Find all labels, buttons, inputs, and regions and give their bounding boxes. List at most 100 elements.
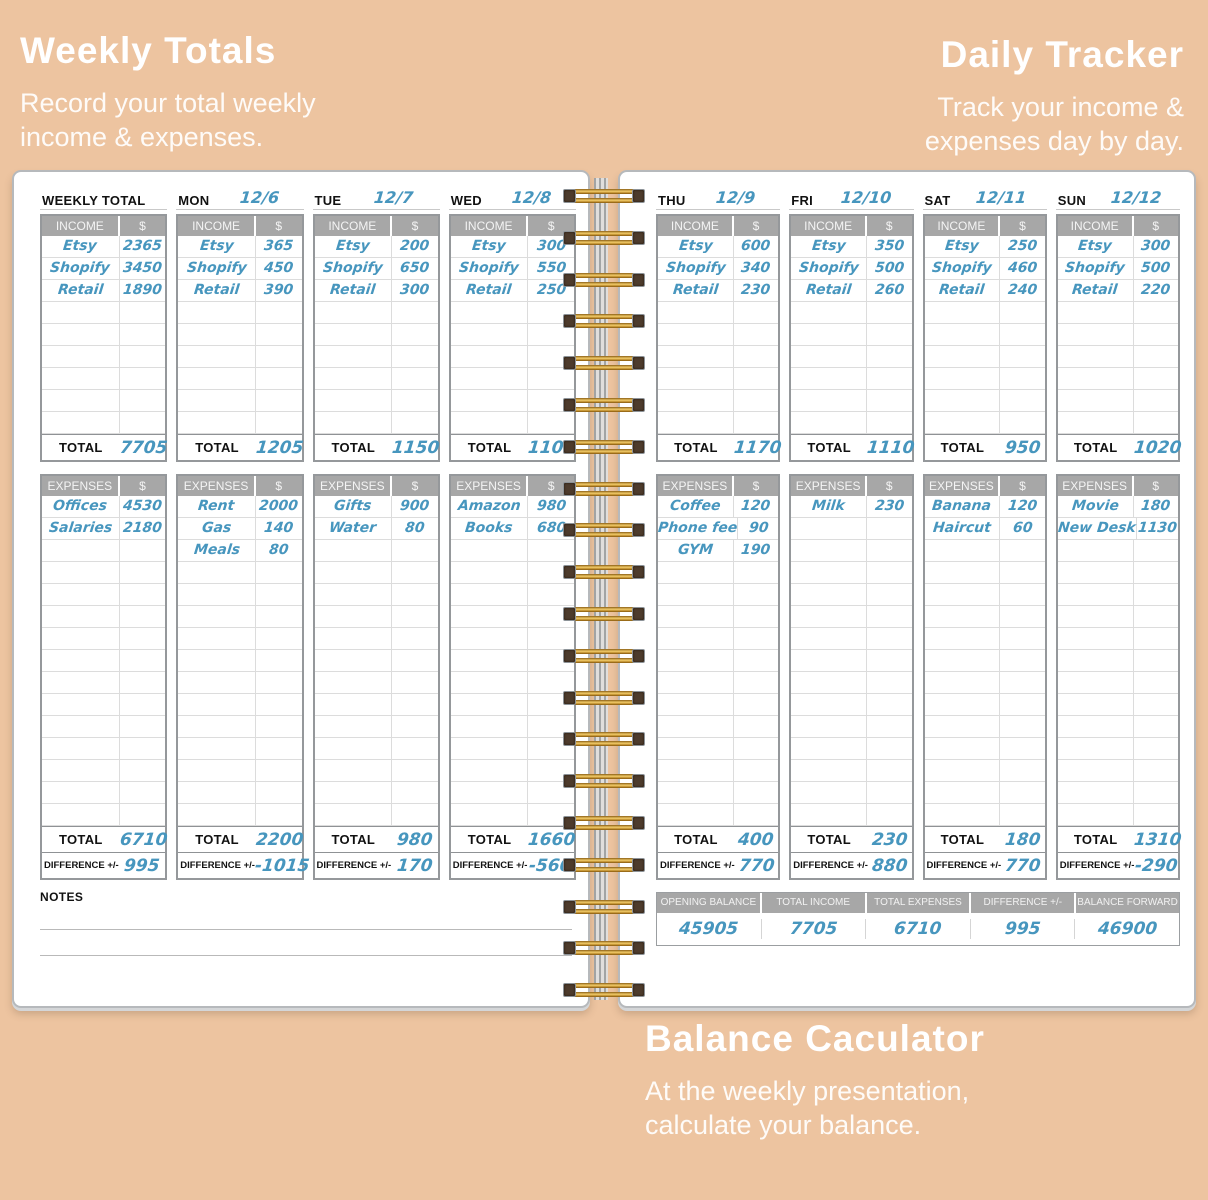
entry-name: Retail [671, 282, 719, 298]
table-row [314, 650, 438, 672]
entry-amount-cell [120, 412, 166, 433]
entry-name-cell [658, 606, 734, 627]
entry-amount-cell [734, 324, 779, 345]
entry-amount-cell: 200 [392, 236, 438, 257]
entry-amount-cell [120, 540, 166, 561]
entry-amount-cell [1000, 628, 1045, 649]
entry-amount-cell [1134, 390, 1179, 411]
entry-amount-cell [867, 716, 912, 737]
punch-hole [632, 983, 645, 998]
entry-name: Coffee [669, 498, 722, 514]
table-row [791, 804, 912, 826]
day-column-header: WED 12/8 [448, 186, 576, 210]
income-total-value: 1205 [255, 438, 304, 458]
entry-name: Banana [931, 498, 993, 514]
entry-name-cell [42, 390, 120, 411]
table-row [658, 694, 779, 716]
income-table-header: INCOME $ [178, 216, 302, 236]
punch-hole [563, 565, 576, 580]
punch-hole [563, 523, 576, 538]
income-table: INCOME $ Etsy 600 Shopify 340 Retail 230 TOTAL 11… [656, 214, 782, 462]
punch-hole [563, 439, 576, 454]
punch-hole [632, 565, 645, 580]
difference-value: -290 [1134, 856, 1179, 876]
expenses-header-label: EXPENSES [791, 476, 867, 496]
expenses-total-value: 400 [734, 830, 779, 850]
entry-name-cell [451, 694, 529, 715]
binding-ring [563, 439, 645, 455]
table-row [1057, 650, 1178, 672]
table-row [924, 694, 1045, 716]
entry-amount: 390 [263, 282, 295, 298]
income-table: INCOME $ Etsy 300 Shopify 500 Retail 220 TOTAL 10… [1055, 214, 1182, 462]
entry-name-cell [315, 650, 393, 671]
entry-amount-cell: 650 [392, 258, 438, 279]
weekly-totals-title: Weekly Totals [20, 30, 277, 71]
entry-amount-cell [120, 368, 166, 389]
daily-tracker-subtitle: Track your income & expenses day by day. [924, 92, 1184, 156]
balance-calculator-table: OPENING BALANCE TOTAL INCOME TOTAL EXPENSE… [656, 892, 1180, 946]
entry-name: Phone fee [657, 520, 739, 536]
entry-name-cell [925, 368, 1001, 389]
expenses-table-header: EXPENSES $ [450, 476, 574, 496]
entry-name-cell [315, 606, 393, 627]
entry-name-cell [315, 782, 393, 803]
table-row: Retail 1890 [42, 280, 166, 302]
table-row [178, 346, 302, 368]
table-row: Shopify 450 [178, 258, 302, 280]
entry-amount-cell: 230 [734, 280, 779, 301]
table-row: Retail 220 [1057, 280, 1179, 302]
entry-name: Shopify [1064, 260, 1126, 276]
punch-hole [563, 941, 576, 956]
total-amount: 1150 [391, 437, 441, 458]
expenses-table: EXPENSES $ Gifts 900 Water 80 TOTAL 980 DIFFEREN… [312, 474, 440, 880]
entry-amount-cell [1000, 760, 1045, 781]
entry-amount-cell [1134, 782, 1179, 803]
balance-header-cell: TOTAL EXPENSES [867, 893, 972, 913]
difference-label: DIFFERENCE +/- [660, 860, 735, 871]
difference-row: DIFFERENCE +/- 170 [314, 852, 438, 878]
table-row [42, 368, 166, 390]
entry-name-cell: Shopify [791, 258, 867, 279]
entry-name-cell: Gifts [315, 496, 393, 517]
amount-header-label: $ [411, 479, 419, 493]
table-row [658, 760, 779, 782]
entry-amount: 200 [399, 238, 431, 254]
entry-amount: 80 [268, 542, 290, 558]
notes-section: NOTES [40, 890, 576, 956]
balance-value: 46900 [1096, 919, 1158, 939]
notes-rule-line [40, 904, 572, 930]
entry-amount-cell [392, 324, 438, 345]
table-row [42, 346, 166, 368]
day-date: 12/7 [349, 188, 437, 208]
punch-hole [632, 732, 645, 747]
entry-amount-cell: 220 [1134, 280, 1179, 301]
entry-name: Gifts [333, 498, 373, 514]
table-row [658, 782, 779, 804]
entry-name-cell [315, 760, 393, 781]
entry-amount-cell [867, 562, 912, 583]
entry-name-cell: GYM [658, 540, 734, 561]
table-row [178, 368, 302, 390]
table-row [42, 716, 166, 738]
table-row [791, 346, 912, 368]
table-row [1057, 804, 1178, 826]
table-row [791, 782, 912, 804]
binding-ring [563, 481, 645, 497]
entry-name-cell [315, 628, 393, 649]
entry-name-cell [658, 650, 734, 671]
table-row [178, 302, 302, 324]
balance-value: 7705 [788, 919, 839, 939]
table-row [924, 738, 1045, 760]
entry-amount-cell [256, 584, 302, 605]
table-row [1057, 368, 1178, 390]
entry-name-cell [315, 346, 393, 367]
entry-name-cell: Meals [178, 540, 256, 561]
balance-header-cell: OPENING BALANCE [657, 893, 762, 913]
entry-name-cell [451, 562, 529, 583]
difference-label: DIFFERENCE +/- [1059, 860, 1135, 871]
ring-wire [567, 741, 641, 747]
entry-name-cell [658, 782, 734, 803]
entry-name-cell: Coffee [658, 496, 734, 517]
entry-name-cell: Rent [178, 496, 256, 517]
